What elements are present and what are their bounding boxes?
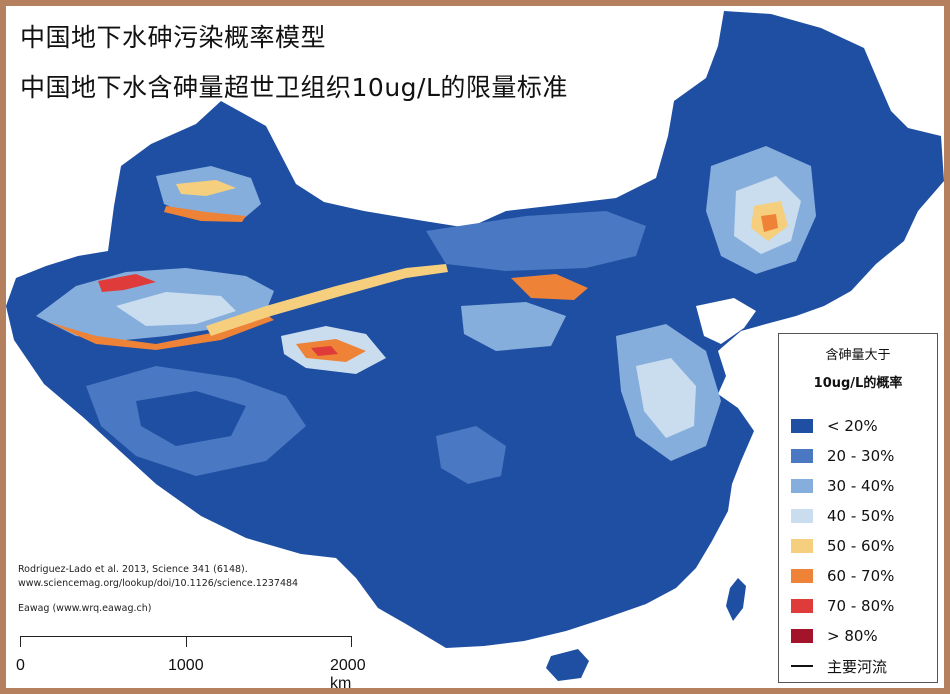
legend-label: 70 - 80%	[827, 597, 895, 615]
hetao-hotspot	[511, 274, 588, 300]
scale-label-2000: 2000 km	[330, 657, 366, 688]
sichuan-basin-zone	[436, 426, 506, 484]
legend-item: < 20%	[791, 416, 878, 436]
tarim-south-rim	[48, 314, 274, 350]
legend-item: 30 - 40%	[791, 476, 894, 496]
legend-item: 70 - 80%	[791, 596, 894, 616]
northeast-orange	[761, 214, 778, 232]
legend-swatch	[791, 539, 813, 553]
ordos-zone	[461, 302, 566, 351]
map-frame: 中国地下水砷污染概率模型 中国地下水含砷量超世卫组织10ug/L的限量标准 Ro…	[6, 6, 944, 688]
legend-item: > 80%	[791, 626, 878, 646]
river-line-icon	[791, 665, 813, 667]
hainan-island	[546, 649, 589, 681]
legend-item: 20 - 30%	[791, 446, 894, 466]
legend-swatch	[791, 599, 813, 613]
hexi-corridor-band	[206, 264, 448, 336]
map-title: 中国地下水砷污染概率模型	[20, 23, 327, 52]
scale-bar: 0 1000 2000 km	[16, 636, 366, 688]
tarim-inner	[116, 292, 236, 326]
legend-label: 40 - 50%	[827, 507, 895, 525]
legend-title: 含砷量大于	[825, 348, 891, 363]
scale-tick	[186, 636, 187, 647]
legend-item: 60 - 70%	[791, 566, 894, 586]
legend-swatch	[791, 419, 813, 433]
china-arsenic-map	[6, 11, 944, 681]
legend-swatch	[791, 479, 813, 493]
citation-line-1: Rodriguez-Lado et al. 2013, Science 341 …	[18, 564, 248, 575]
scale-label-1000: 1000	[168, 657, 204, 674]
tibet-inner	[136, 391, 246, 446]
legend-label: 30 - 40%	[827, 477, 895, 495]
legend-label: 60 - 70%	[827, 567, 895, 585]
junggar-rim	[164, 206, 246, 222]
legend-label: > 80%	[827, 627, 878, 645]
legend-swatch	[791, 509, 813, 523]
legend-label: < 20%	[827, 417, 878, 435]
legend-item: 50 - 60%	[791, 536, 894, 556]
legend-swatch	[791, 449, 813, 463]
taiwan-island	[726, 578, 746, 621]
qaidam-red	[311, 346, 338, 356]
legend-subtitle: 10ug/L的概率	[813, 376, 903, 391]
north-china-inner	[636, 358, 696, 438]
inner-mongolia-zone	[426, 211, 646, 271]
junggar-north	[176, 180, 236, 196]
eawag-credit: Eawag (www.wrq.eawag.ch)	[18, 603, 152, 614]
tarim-west-rim	[98, 274, 156, 292]
map-subtitle: 中国地下水含砷量超世卫组织10ug/L的限量标准	[20, 73, 568, 102]
legend-item: 40 - 50%	[791, 506, 894, 526]
bohai-sea	[696, 298, 756, 344]
citation-line-2: www.sciencemag.org/lookup/doi/10.1126/sc…	[18, 578, 299, 589]
legend-label: 20 - 30%	[827, 447, 895, 465]
scale-label-0: 0	[16, 657, 25, 674]
legend-swatch	[791, 569, 813, 583]
legend-label: 50 - 60%	[827, 537, 895, 555]
legend: 含砷量大于 10ug/L的概率 < 20% 20 - 30% 30 - 40% …	[778, 333, 938, 683]
scale-tick	[20, 636, 21, 647]
legend-swatch	[791, 629, 813, 643]
legend-label-river: 主要河流	[827, 657, 888, 676]
scale-tick	[351, 636, 352, 647]
legend-item-river: 主要河流	[791, 656, 887, 676]
